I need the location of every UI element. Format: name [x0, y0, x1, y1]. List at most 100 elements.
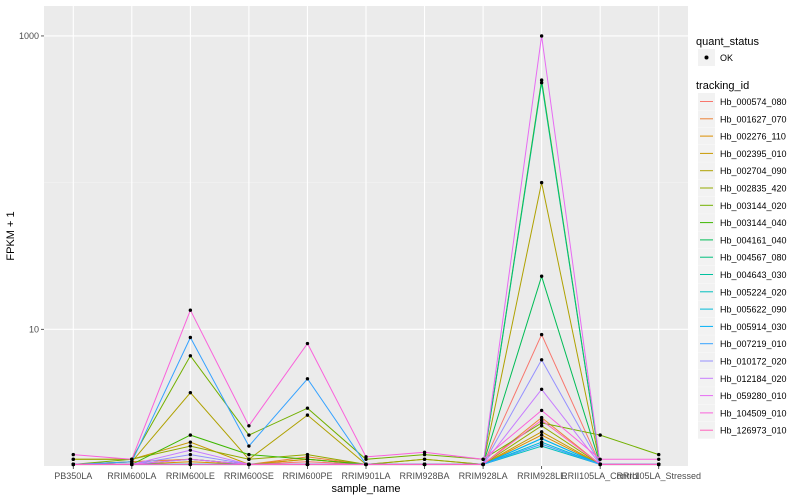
data-point	[188, 462, 193, 467]
x-tick-label: RRIM928LA	[459, 471, 508, 481]
x-tick-label: RRIM928LE	[517, 471, 566, 481]
x-tick-label: PB350LA	[54, 471, 92, 481]
data-point	[247, 457, 251, 461]
data-point	[422, 457, 427, 461]
data-point	[188, 460, 193, 464]
data-point	[247, 462, 251, 467]
data-point	[598, 433, 602, 437]
legend-label: Hb_010172_020	[720, 357, 787, 367]
data-point	[598, 462, 602, 467]
data-point	[188, 390, 193, 395]
legend-label: Hb_004567_080	[720, 253, 787, 263]
data-point	[364, 457, 368, 461]
data-point	[305, 457, 310, 461]
data-point	[539, 433, 544, 437]
data-point	[305, 406, 310, 410]
series-points	[71, 34, 661, 467]
data-point	[539, 78, 544, 82]
data-point	[539, 408, 544, 413]
data-point	[539, 430, 544, 434]
data-point	[305, 460, 310, 464]
legend-label: Hb_126973_010	[720, 426, 787, 436]
x-tick-label: RRIM928BA	[400, 471, 450, 481]
data-point	[71, 462, 75, 467]
data-point	[305, 452, 310, 457]
data-point	[188, 354, 193, 358]
y-tick-label: 1000	[19, 31, 39, 41]
data-point	[364, 462, 368, 467]
data-point	[305, 377, 310, 381]
data-point	[539, 34, 544, 38]
data-point	[130, 460, 134, 464]
data-point	[539, 387, 544, 392]
x-tick-label: RRIM901LA	[341, 471, 390, 481]
legend-quant-status-title: quant_status	[696, 36, 759, 48]
data-point	[539, 424, 544, 428]
legend-label: Hb_059280_010	[720, 391, 787, 401]
legend-label: Hb_003144_020	[720, 201, 787, 211]
data-point	[188, 433, 193, 437]
grid-major	[44, 6, 688, 466]
data-point	[188, 335, 193, 340]
legend-label: Hb_000574_080	[720, 97, 787, 107]
data-point	[305, 462, 310, 467]
data-point	[422, 450, 427, 455]
data-point	[188, 448, 193, 452]
data-point	[247, 424, 251, 428]
data-point	[657, 457, 661, 461]
data-point	[305, 341, 310, 346]
data-point	[188, 457, 193, 461]
data-point	[188, 452, 193, 457]
data-point	[130, 457, 134, 461]
data-point	[539, 180, 544, 185]
data-point	[422, 462, 427, 467]
data-point	[364, 455, 368, 459]
data-point	[188, 444, 193, 448]
data-point	[539, 418, 544, 422]
legend-label: Hb_004643_030	[720, 270, 787, 280]
legend-label: Hb_012184_020	[720, 374, 787, 384]
data-point	[247, 433, 251, 437]
data-point	[481, 462, 485, 467]
data-point	[247, 444, 251, 448]
legend-label-ok: OK	[720, 53, 733, 63]
data-point	[305, 413, 310, 417]
legend-quant-status: quant_status OK	[696, 36, 759, 66]
y-axis-title: FPKM + 1	[5, 211, 17, 260]
x-tick-label: RRIM600SE	[224, 471, 274, 481]
x-tick-label: RRIM600PE	[282, 471, 332, 481]
x-axis: PB350LA RRIM600LA RRIM600LE RRIM600SE RRIM60…	[54, 466, 701, 481]
legend-label: Hb_002276_110	[720, 132, 786, 142]
data-point	[539, 332, 544, 337]
x-axis-title: sample_name	[331, 483, 400, 495]
x-tick-label: RRIM600LA	[107, 471, 156, 481]
data-point	[188, 440, 193, 444]
data-point	[539, 358, 544, 362]
legend-label: Hb_005622_090	[720, 305, 787, 315]
data-point	[657, 462, 661, 467]
x-tick-label: RRII105LA_Stressed	[616, 471, 701, 481]
x-tick-label: RRIM600LE	[166, 471, 215, 481]
legend-point-ok	[704, 55, 709, 60]
data-point	[539, 274, 544, 278]
data-point	[539, 436, 544, 441]
data-point	[71, 452, 75, 457]
data-point	[71, 457, 75, 461]
legend-label: Hb_003144_040	[720, 218, 787, 228]
data-point	[539, 415, 544, 420]
legend-label: Hb_002704_090	[720, 166, 787, 176]
data-point	[657, 452, 661, 457]
legend-label: Hb_004161_040	[720, 235, 787, 245]
legend-label: Hb_005914_030	[720, 322, 787, 332]
x-tick-label: RRII105LA_Control	[561, 471, 639, 481]
legend-label: Hb_005224_020	[720, 287, 787, 297]
data-point	[539, 442, 544, 446]
data-point	[247, 452, 251, 457]
legend-label: Hb_007219_010	[720, 339, 787, 349]
data-point	[481, 457, 485, 461]
data-point	[188, 308, 193, 312]
y-tick-label: 10	[29, 324, 39, 334]
data-point	[539, 421, 544, 425]
data-point	[598, 457, 602, 461]
